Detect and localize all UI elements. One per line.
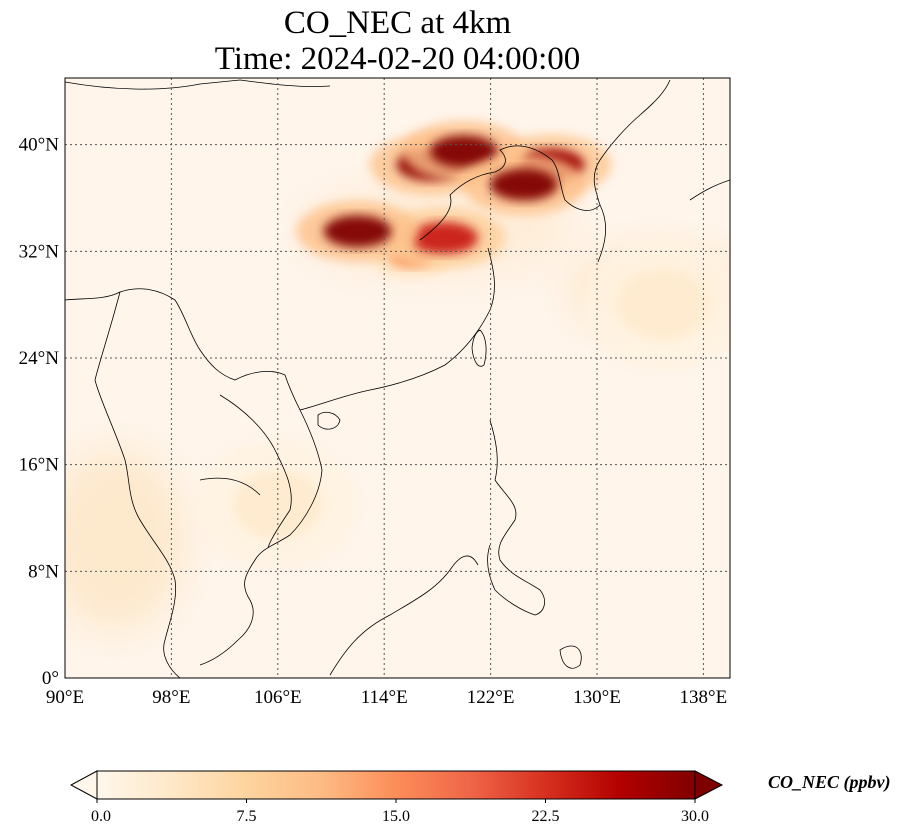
- colorbar-tick-label: 15.0: [382, 808, 410, 825]
- plume-core: [410, 222, 479, 254]
- coastlines: [65, 79, 730, 678]
- colorbar-tick-label: 7.5: [237, 808, 257, 825]
- lat-tick-label: 16°N: [19, 455, 60, 476]
- lon-tick-label: 106°E: [254, 687, 302, 708]
- lon-tick-label: 122°E: [467, 687, 515, 708]
- longitude-tick-labels: 90°E 98°E 106°E 114°E 122°E 130°E 138°E: [46, 687, 727, 708]
- lat-tick-label: 24°N: [19, 348, 60, 369]
- map-frame: [64, 77, 731, 679]
- colorbar-tick-label: 22.5: [532, 808, 560, 825]
- co-concentration-plume: [196, 120, 730, 572]
- colorbar-label: CO_NEC (ppbv): [768, 772, 891, 792]
- lat-tick-label: 0°: [42, 668, 59, 689]
- lon-tick-label: 98°E: [152, 687, 190, 708]
- map-subtitle: Time: 2024-02-20 04:00:00: [214, 41, 581, 77]
- colorbar-ticks: 0.0 7.5 15.0 22.5 30.0: [91, 799, 709, 825]
- plume-core: [618, 269, 709, 340]
- map-gridlines: [65, 78, 730, 678]
- lon-tick-label: 130°E: [573, 687, 621, 708]
- colorbar-tick-label: 30.0: [681, 808, 709, 825]
- plume-core: [323, 215, 392, 248]
- colorbar-tick-label: 0.0: [91, 808, 111, 825]
- colorbar-gradient: [96, 770, 696, 800]
- plume-core: [489, 168, 558, 201]
- plume-core: [430, 135, 498, 168]
- lat-tick-label: 40°N: [19, 135, 60, 156]
- colorbar-extend-max: [694, 770, 724, 800]
- lon-tick-label: 90°E: [46, 687, 84, 708]
- colorbar-extend-min: [69, 770, 98, 800]
- lat-tick-label: 8°N: [28, 561, 59, 582]
- map-title: CO_NEC at 4km: [283, 5, 512, 41]
- latitude-tick-labels: 0° 8°N 16°N 24°N 32°N 40°N: [19, 135, 60, 689]
- lat-tick-label: 32°N: [19, 241, 60, 262]
- lon-tick-label: 114°E: [361, 687, 408, 708]
- lon-tick-label: 138°E: [680, 687, 728, 708]
- colorbar: 0.0 7.5 15.0 22.5 30.0: [69, 770, 724, 825]
